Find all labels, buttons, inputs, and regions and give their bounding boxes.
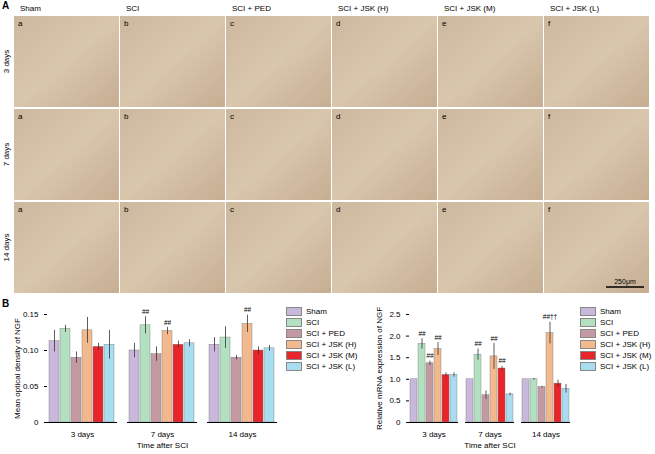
svg-text:##: ##	[474, 340, 482, 347]
svg-text:250μm: 250μm	[614, 278, 636, 286]
html-text:SCI + PED: SCI + PED	[306, 329, 345, 338]
svg-text:f: f	[548, 112, 551, 121]
svg-text:d: d	[336, 112, 340, 121]
svg-text:##: ##	[244, 306, 252, 313]
svg-text:c: c	[230, 19, 234, 28]
svg-text:c: c	[230, 112, 234, 121]
html-text:B: B	[2, 298, 10, 309]
svg-text:2.0: 2.0	[389, 332, 401, 341]
svg-text:SCI + JSK (M): SCI + JSK (M)	[444, 4, 496, 13]
svg-text:7 days: 7 days	[478, 430, 502, 439]
svg-text:##: ##	[142, 308, 150, 315]
svg-text:Sham: Sham	[20, 4, 41, 13]
html-text:Sham: Sham	[306, 307, 327, 316]
svg-text:1.0: 1.0	[389, 375, 401, 384]
svg-text:SCI + JSK (L): SCI + JSK (L)	[550, 4, 599, 13]
html-text:Sham: Sham	[600, 307, 621, 316]
svg-text:f: f	[548, 205, 551, 214]
svg-text:SCI + JSK (H): SCI + JSK (H)	[338, 4, 389, 13]
svg-text:0.10: 0.10	[23, 346, 39, 355]
svg-text:b: b	[124, 112, 129, 121]
svg-text:0: 0	[34, 418, 39, 427]
svg-text:##: ##	[498, 357, 506, 364]
svg-text:a: a	[18, 19, 23, 28]
svg-text:14 days: 14 days	[532, 430, 560, 439]
svg-text:3 days: 3 days	[2, 50, 11, 74]
svg-text:##: ##	[164, 319, 172, 326]
svg-text:##††: ##††	[543, 313, 558, 320]
svg-text:e: e	[442, 112, 447, 121]
html-text:SCI + JSK (H): SCI + JSK (H)	[600, 340, 651, 349]
svg-text:14 days: 14 days	[2, 233, 11, 261]
html-text:SCI + JSK (L): SCI + JSK (L)	[600, 362, 650, 371]
svg-text:7 days: 7 days	[2, 143, 11, 167]
svg-text:3 days: 3 days	[71, 430, 95, 439]
svg-text:0.15: 0.15	[23, 310, 39, 319]
svg-text:14 days: 14 days	[228, 430, 256, 439]
html-text:SCI: SCI	[306, 318, 320, 327]
svg-text:3 days: 3 days	[422, 430, 446, 439]
svg-text:d: d	[336, 19, 340, 28]
svg-text:##: ##	[434, 334, 442, 341]
svg-text:##: ##	[490, 335, 498, 342]
html-text:SCI + JSK (M): SCI + JSK (M)	[600, 351, 652, 360]
html-text:SCI + PED: SCI + PED	[600, 329, 639, 338]
svg-text:d: d	[336, 205, 340, 214]
svg-text:7 days: 7 days	[151, 430, 175, 439]
svg-text:e: e	[442, 205, 447, 214]
svg-text:0.05: 0.05	[23, 382, 39, 391]
svg-text:A: A	[2, 0, 9, 11]
svg-text:##: ##	[418, 330, 426, 337]
svg-text:a: a	[18, 205, 23, 214]
html-text:SCI + JSK (M): SCI + JSK (M)	[306, 351, 358, 360]
svg-text:Time after SCI: Time after SCI	[464, 441, 515, 450]
svg-text:e: e	[442, 19, 447, 28]
svg-text:b: b	[124, 205, 129, 214]
svg-text:##: ##	[426, 352, 434, 359]
svg-text:Relative mRNA expression of NG: Relative mRNA expression of NGF	[375, 307, 384, 430]
svg-text:1.5: 1.5	[389, 353, 401, 362]
svg-text:SCI: SCI	[126, 4, 139, 13]
svg-text:b: b	[124, 19, 129, 28]
svg-text:Time after SCI: Time after SCI	[137, 441, 188, 450]
svg-text:0: 0	[396, 418, 401, 427]
svg-text:c: c	[230, 205, 234, 214]
html-text:SCI + JSK (H): SCI + JSK (H)	[306, 340, 357, 349]
svg-text:0.5: 0.5	[389, 396, 401, 405]
svg-text:a: a	[18, 112, 23, 121]
svg-text:2.5: 2.5	[389, 310, 401, 319]
html-text:SCI + JSK (L): SCI + JSK (L)	[306, 362, 356, 371]
svg-text:Mean optical density of NGF: Mean optical density of NGF	[13, 318, 22, 419]
svg-text:f: f	[548, 19, 551, 28]
svg-text:SCI + PED: SCI + PED	[232, 4, 271, 13]
html-text:SCI: SCI	[600, 318, 614, 327]
